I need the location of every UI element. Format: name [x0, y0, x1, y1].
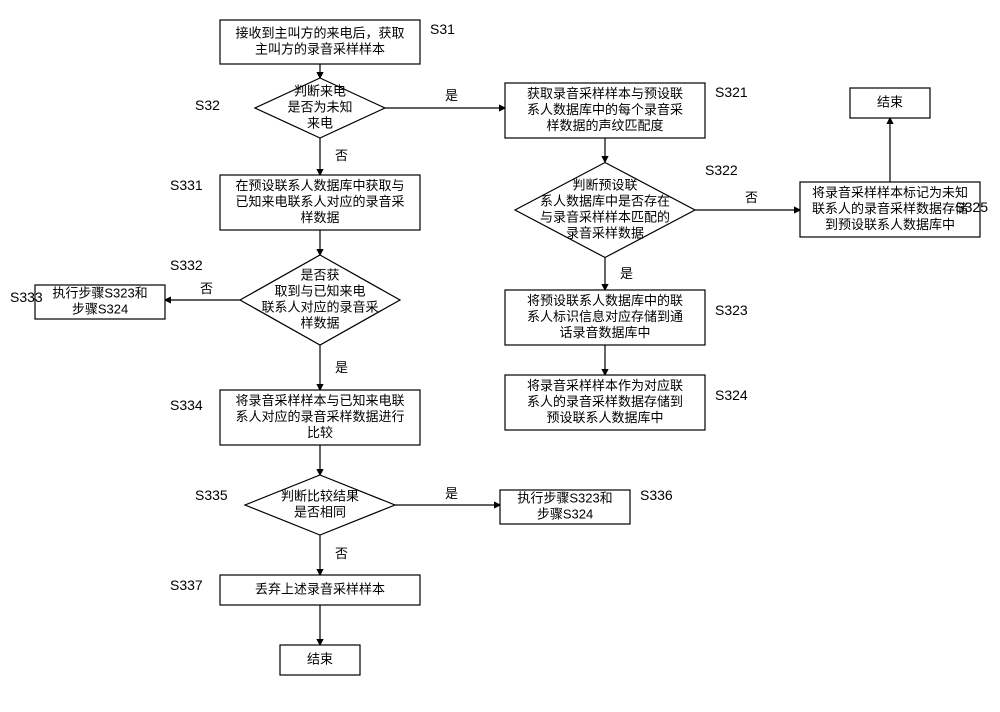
svg-text:已知来电联系人对应的录音采: 已知来电联系人对应的录音采: [235, 194, 404, 209]
svg-text:系人的录音采样数据存储到: 系人的录音采样数据存储到: [527, 394, 683, 409]
step-label: S324: [715, 387, 748, 403]
svg-text:执行步骤S323和: 执行步骤S323和: [517, 490, 612, 505]
svg-text:样数据: 样数据: [300, 315, 339, 330]
svg-text:样数据: 样数据: [300, 210, 339, 225]
svg-text:系人数据库中是否存在: 系人数据库中是否存在: [540, 193, 670, 208]
svg-text:样数据的声纹匹配度: 样数据的声纹匹配度: [546, 118, 663, 133]
svg-text:在预设联系人数据库中获取与: 在预设联系人数据库中获取与: [235, 178, 404, 193]
step-label: S336: [640, 487, 673, 503]
svg-text:结束: 结束: [877, 94, 903, 109]
svg-text:到预设联系人数据库中: 到预设联系人数据库中: [825, 217, 955, 232]
edge-label: 是: [620, 266, 633, 281]
svg-text:步骤S324: 步骤S324: [537, 506, 593, 521]
svg-text:主叫方的录音采样样本: 主叫方的录音采样样本: [255, 41, 385, 56]
svg-text:将预设联系人数据库中的联: 将预设联系人数据库中的联: [527, 293, 683, 308]
svg-text:判断比较结果: 判断比较结果: [281, 488, 359, 503]
svg-text:话录音数据库中: 话录音数据库中: [559, 325, 650, 340]
step-label: S32: [195, 97, 220, 113]
edge-label: 否: [335, 546, 348, 561]
flowchart-canvas: 是否否是否是是否接收到主叫方的来电后，获取主叫方的录音采样样本S31判断来电是否…: [0, 0, 1000, 712]
svg-text:丢弃上述录音采样样本: 丢弃上述录音采样样本: [255, 581, 385, 596]
svg-text:录音采样数据: 录音采样数据: [566, 225, 644, 240]
step-label: S322: [705, 162, 738, 178]
svg-text:执行步骤S323和: 执行步骤S323和: [52, 285, 147, 300]
svg-text:获取录音采样样本与预设联: 获取录音采样样本与预设联: [527, 86, 683, 101]
svg-text:是否相同: 是否相同: [294, 504, 346, 519]
step-label: S335: [195, 487, 228, 503]
svg-text:取到与已知来电: 取到与已知来电: [274, 283, 365, 298]
svg-text:比较: 比较: [307, 425, 333, 440]
svg-text:系人标识信息对应存储到通: 系人标识信息对应存储到通: [527, 309, 683, 324]
svg-text:系人数据库中的每个录音采: 系人数据库中的每个录音采: [527, 102, 683, 117]
svg-text:判断预设联: 判断预设联: [572, 177, 637, 192]
edge-label: 是: [335, 360, 348, 375]
step-label: S337: [170, 577, 203, 593]
edge-label: 否: [335, 148, 348, 163]
step-label: S333: [10, 289, 43, 305]
svg-text:将录音采样样本作为对应联: 将录音采样样本作为对应联: [527, 378, 683, 393]
svg-text:来电: 来电: [307, 115, 333, 130]
edge-label: 是: [445, 486, 458, 501]
svg-text:联系人的录音采样数据存储: 联系人的录音采样数据存储: [812, 201, 968, 216]
svg-text:将录音采样样本与已知来电联: 将录音采样样本与已知来电联: [235, 393, 404, 408]
step-label: S332: [170, 257, 203, 273]
edge-label: 否: [200, 281, 213, 296]
svg-text:结束: 结束: [307, 651, 333, 666]
step-label: S325: [955, 199, 988, 215]
svg-text:系人对应的录音采样数据进行: 系人对应的录音采样数据进行: [235, 409, 404, 424]
step-label: S334: [170, 397, 203, 413]
svg-text:步骤S324: 步骤S324: [72, 301, 128, 316]
step-label: S323: [715, 302, 748, 318]
svg-text:是否为未知: 是否为未知: [287, 99, 352, 114]
step-label: S31: [430, 21, 455, 37]
svg-text:联系人对应的录音采: 联系人对应的录音采: [261, 299, 378, 314]
svg-text:预设联系人数据库中: 预设联系人数据库中: [546, 410, 663, 425]
edge-label: 是: [445, 88, 458, 103]
step-label: S331: [170, 177, 203, 193]
step-label: S321: [715, 84, 748, 100]
svg-text:接收到主叫方的来电后，获取: 接收到主叫方的来电后，获取: [235, 25, 404, 40]
svg-text:将录音采样样本标记为未知: 将录音采样样本标记为未知: [812, 185, 968, 200]
svg-text:判断来电: 判断来电: [294, 83, 346, 98]
svg-text:是否获: 是否获: [300, 267, 339, 282]
edge-label: 否: [745, 190, 758, 205]
svg-text:与录音采样样本匹配的: 与录音采样样本匹配的: [540, 209, 670, 224]
